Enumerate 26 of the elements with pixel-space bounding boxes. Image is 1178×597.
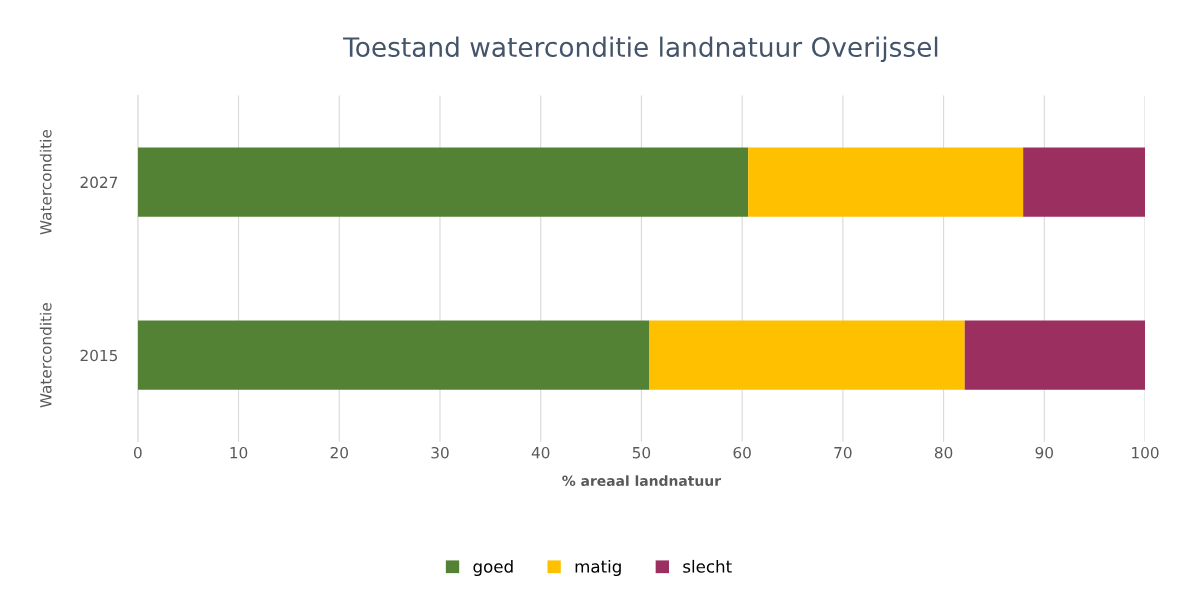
x-tick-label: 0 <box>133 446 142 459</box>
x-tick-label: 90 <box>1035 446 1053 459</box>
legend-label: matig <box>575 559 621 577</box>
x-tick-label: 80 <box>934 446 953 459</box>
x-tick-label: 50 <box>632 446 651 459</box>
bar <box>649 320 965 390</box>
x-tick-label: 20 <box>330 446 348 459</box>
legend-label: goed <box>473 559 513 577</box>
x-tick-label: 40 <box>531 446 550 459</box>
x-tick-label: 30 <box>431 446 449 459</box>
text: Waterconditie <box>39 303 52 408</box>
x-tick-label: 10 <box>230 446 248 459</box>
x-tick-label: 70 <box>834 446 852 459</box>
chart-title: Toestand waterconditie landnatuur Overijssel <box>343 36 938 63</box>
bar <box>137 320 650 390</box>
bar <box>137 147 749 217</box>
x-tick-label: 100 <box>1132 446 1159 459</box>
y-tick-label: 2015 <box>80 349 118 362</box>
y-tick-label: 2027 <box>80 176 118 189</box>
text: Waterconditie <box>39 129 52 235</box>
bar <box>748 147 1024 217</box>
bar <box>964 320 1146 390</box>
bar <box>1023 147 1146 217</box>
x-axis-title: % areaal landnatuur <box>562 475 721 487</box>
legend-label: slecht <box>683 559 732 573</box>
x-tick-label: 60 <box>733 446 751 459</box>
